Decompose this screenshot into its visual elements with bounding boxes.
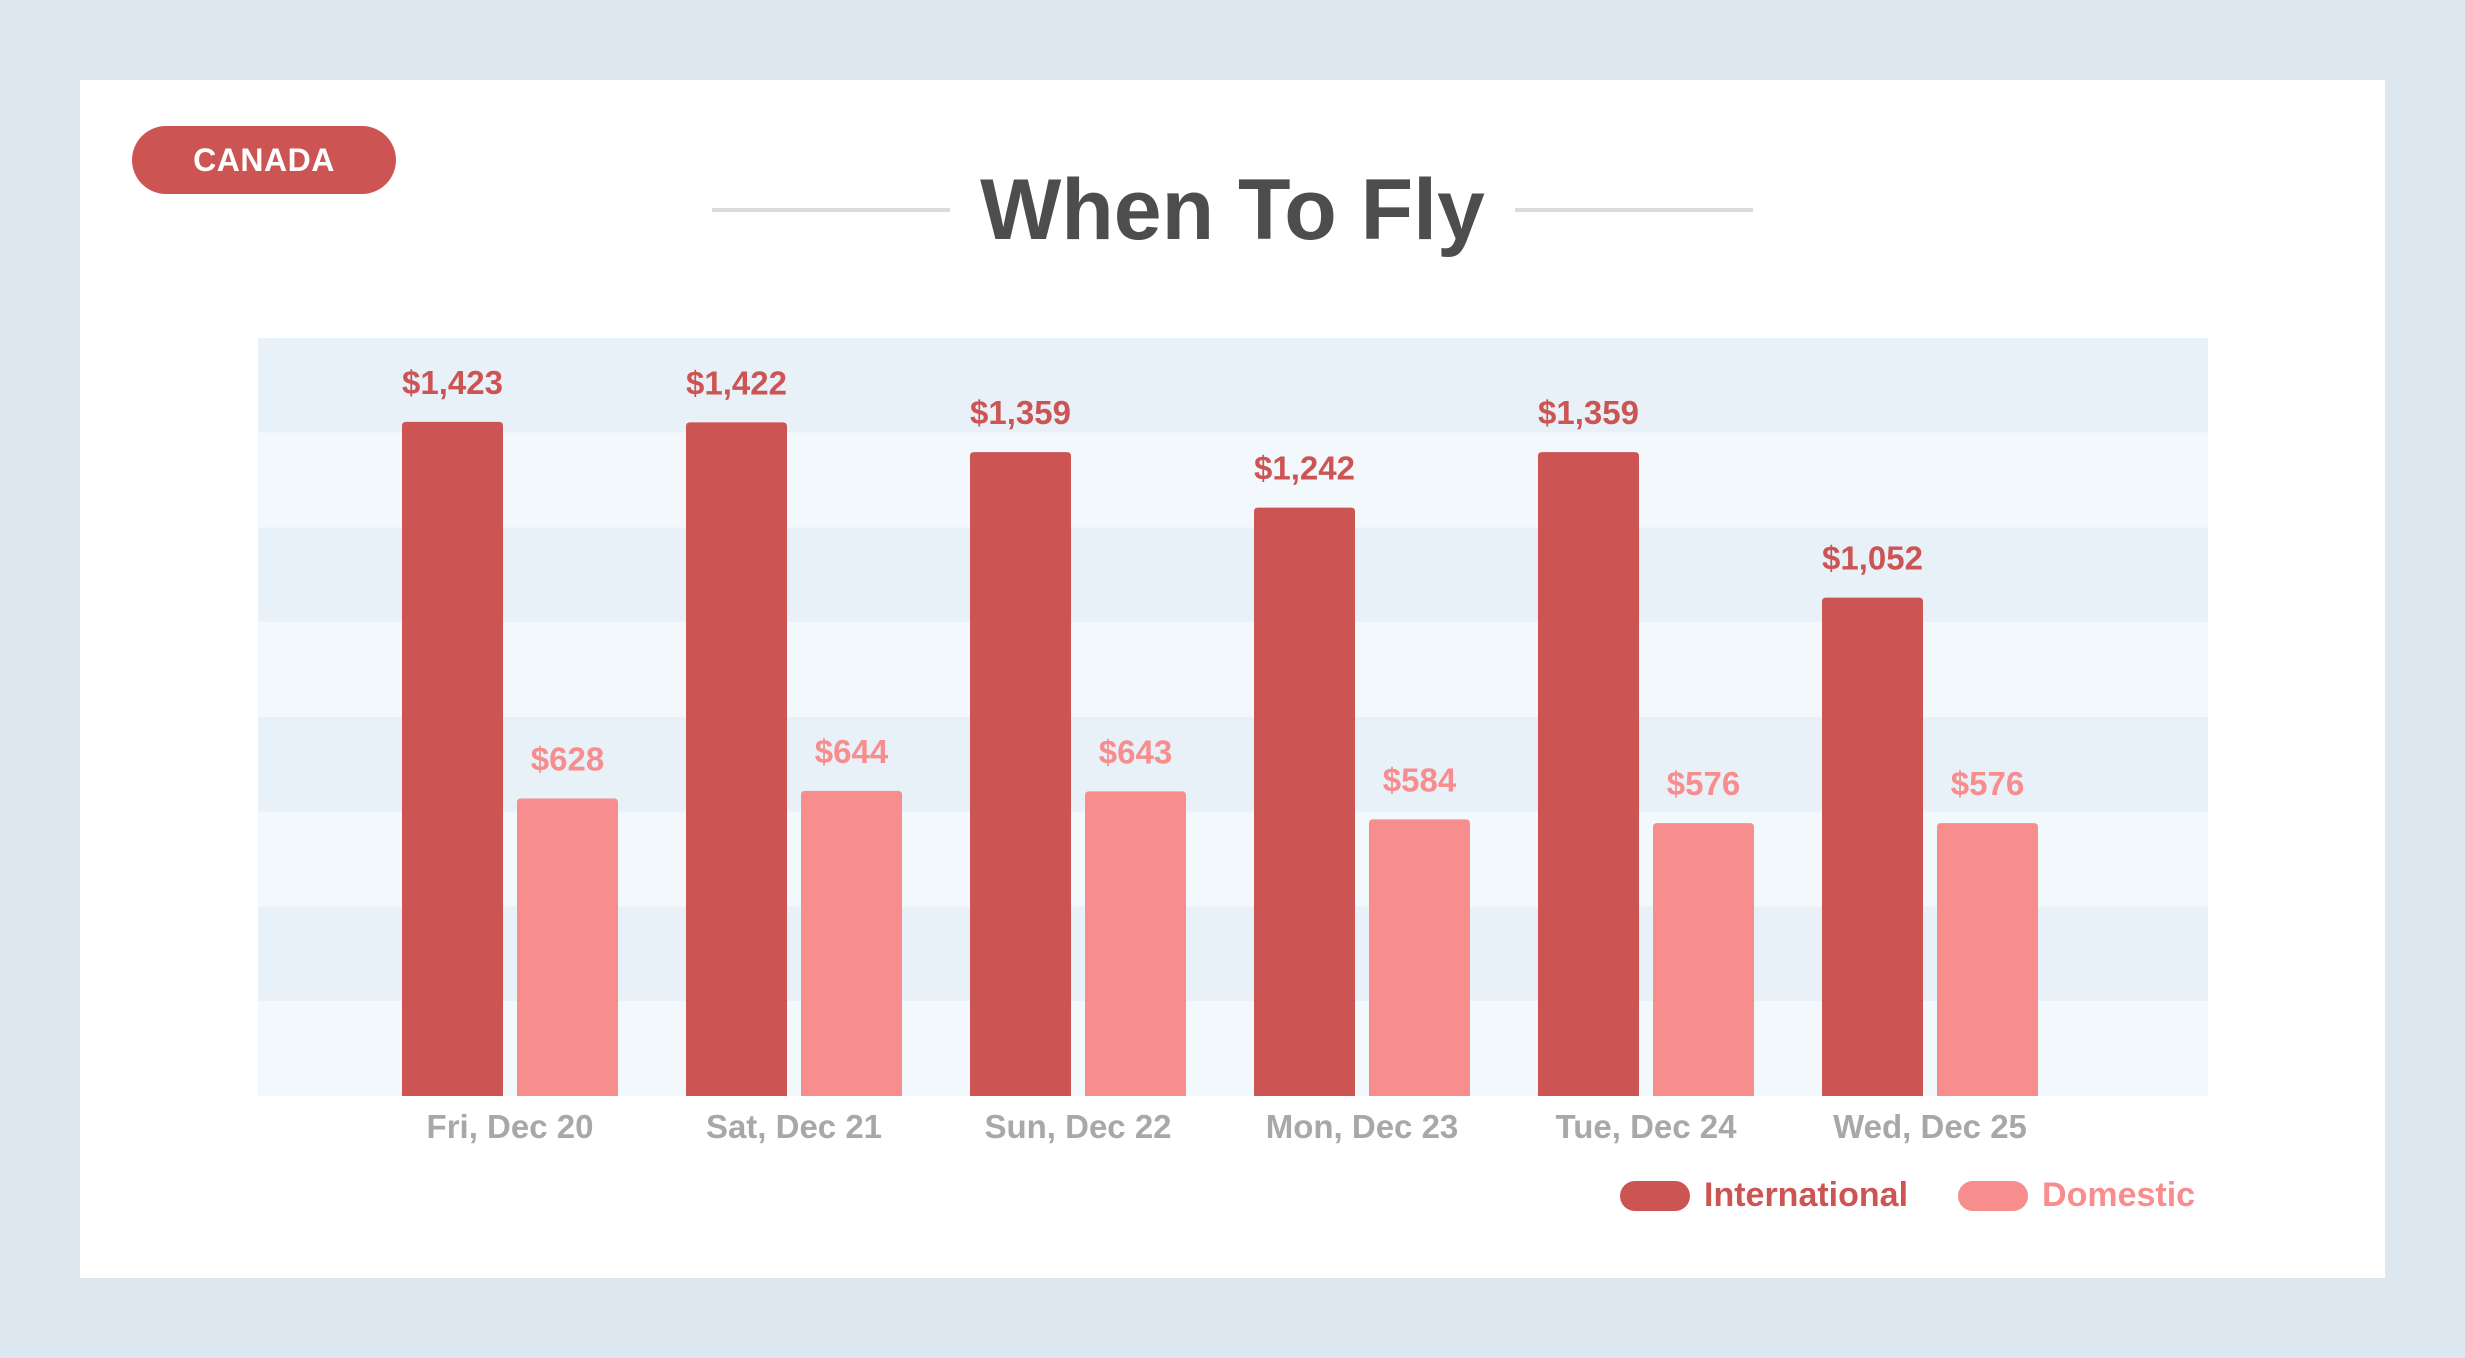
chart-x-labels: Fri, Dec 20 Sat, Dec 21 Sun, Dec 22 Mon, De… [427, 1108, 2027, 1145]
value-label-domestic-3: $584 [1383, 761, 1457, 798]
value-label-domestic-4: $576 [1667, 765, 1740, 802]
value-label-domestic-5: $576 [1951, 765, 2024, 802]
x-tick-label-3: Mon, Dec 23 [1266, 1108, 1459, 1145]
chart-legend: International Domestic [1620, 1176, 2195, 1215]
x-tick-label-4: Tue, Dec 24 [1556, 1108, 1738, 1145]
bar-domestic-4 [1653, 823, 1754, 1096]
bar-international-4 [1538, 452, 1639, 1097]
bar-domestic-1 [801, 790, 902, 1096]
x-tick-label-0: Fri, Dec 20 [427, 1108, 594, 1145]
title-rule-right [1514, 208, 1753, 212]
legend-item-international: International [1620, 1176, 1908, 1215]
x-tick-label-1: Sat, Dec 21 [706, 1108, 882, 1145]
legend-item-domestic: Domestic [1958, 1176, 2195, 1215]
bar-domestic-5 [1937, 823, 2038, 1096]
bar-international-3 [1254, 507, 1355, 1096]
bar-international-1 [686, 422, 787, 1096]
chart-band [258, 432, 2208, 528]
bar-domestic-3 [1369, 819, 1470, 1096]
title-rule-left [712, 208, 951, 212]
legend-label-international: International [1704, 1176, 1909, 1214]
country-badge: CANADA [132, 126, 396, 194]
bar-international-2 [970, 452, 1071, 1097]
legend-swatch-international [1620, 1180, 1690, 1211]
value-label-international-5: $1,052 [1822, 540, 1923, 577]
x-tick-label-5: Wed, Dec 25 [1833, 1108, 2027, 1145]
bar-international-5 [1822, 597, 1923, 1096]
chart-value-labels: $1,423 $628 $1,422 $644 $1,359 $643 $1,242 $584… [402, 364, 2024, 802]
legend-swatch-domestic [1958, 1180, 2029, 1211]
value-label-domestic-0: $628 [531, 740, 604, 777]
chart-band [258, 338, 2208, 433]
chart-bars [402, 421, 2038, 1097]
value-label-domestic-2: $643 [1099, 733, 1172, 770]
bar-domestic-0 [517, 798, 618, 1096]
value-label-international-2: $1,359 [970, 394, 1071, 431]
bar-domestic-2 [1085, 791, 1186, 1096]
x-tick-label-2: Sun, Dec 22 [984, 1108, 1171, 1145]
value-label-domestic-1: $644 [815, 733, 889, 770]
bar-international-0 [402, 421, 503, 1096]
legend-label-domestic: Domestic [2042, 1176, 2196, 1214]
value-label-international-1: $1,422 [686, 364, 787, 401]
chart-title: When To Fly [980, 162, 1485, 258]
value-label-international-4: $1,359 [1538, 394, 1639, 431]
value-label-international-3: $1,242 [1254, 450, 1355, 487]
value-label-international-0: $1,423 [402, 364, 503, 401]
title-row: When To Fly [0, 150, 2465, 270]
